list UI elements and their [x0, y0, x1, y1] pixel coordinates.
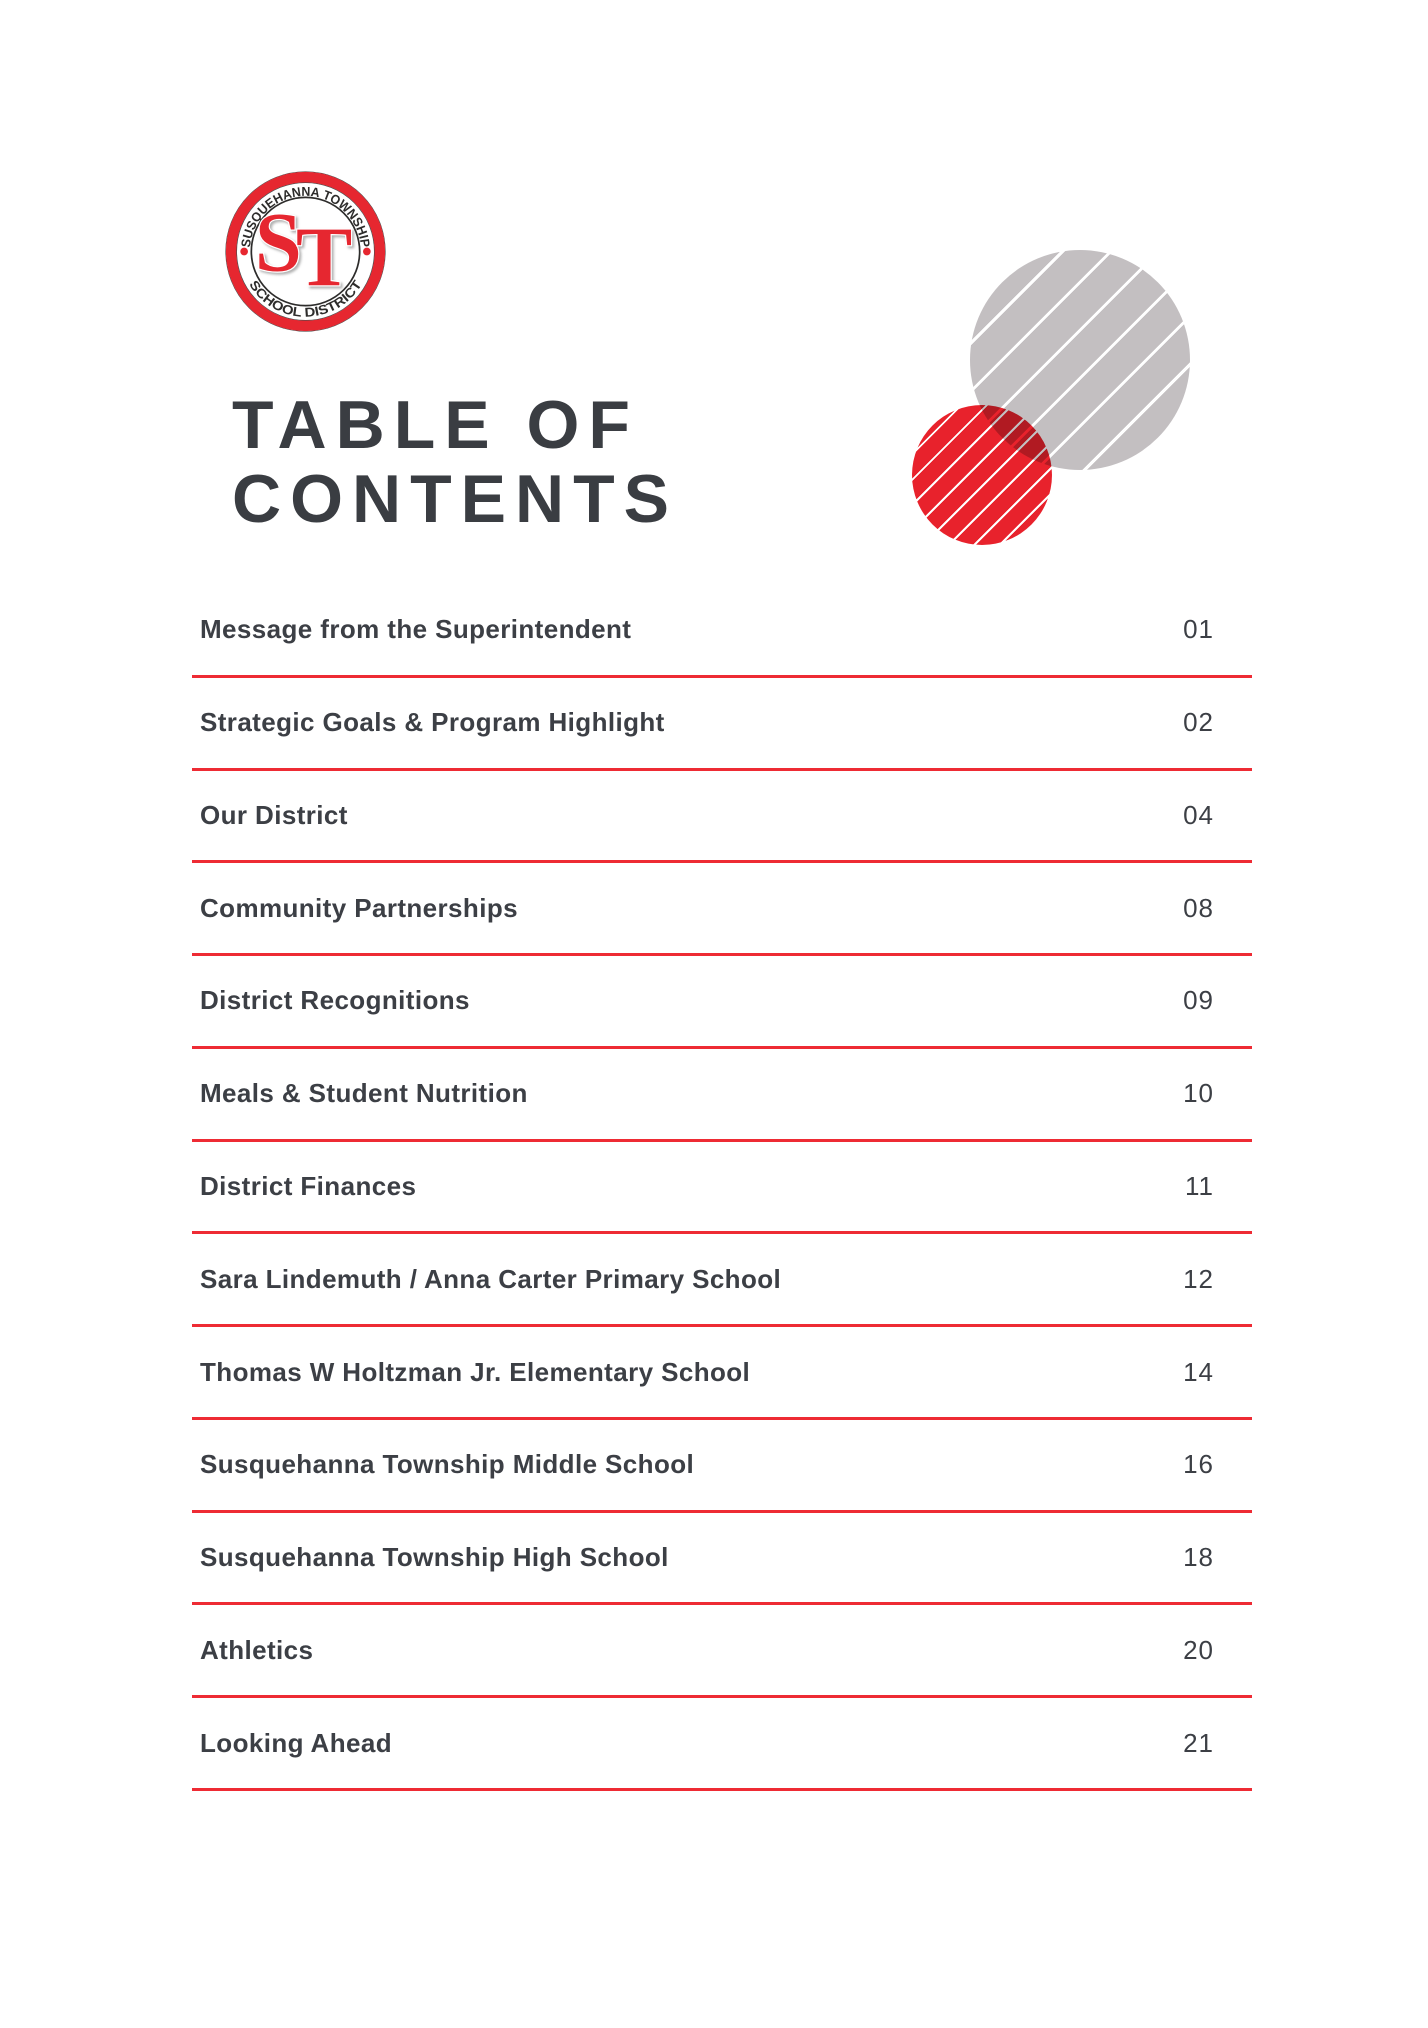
toc-row[interactable]: Community Partnerships 08	[192, 863, 1252, 957]
toc-item-page: 18	[1183, 1542, 1214, 1573]
toc-row[interactable]: Thomas W Holtzman Jr. Elementary School …	[192, 1327, 1252, 1420]
logo-inner-ring	[250, 196, 361, 307]
toc-item-label: District Recognitions	[200, 985, 470, 1016]
toc-row[interactable]: Our District 04	[192, 771, 1252, 864]
gray-striped-circle	[970, 250, 1190, 470]
toc-item-label: District Finances	[200, 1170, 417, 1201]
toc-item-label: Looking Ahead	[200, 1727, 393, 1758]
toc-item-page: 16	[1183, 1449, 1214, 1480]
toc-item-page: 20	[1183, 1634, 1214, 1665]
toc-item-label: Thomas W Holtzman Jr. Elementary School	[200, 1356, 751, 1387]
toc-item-page: 11	[1185, 1170, 1214, 1201]
toc-item-label: Susquehanna Township High School	[200, 1542, 669, 1573]
toc-item-page: 09	[1183, 985, 1214, 1016]
table-of-contents: Message from the Superintendent 01 Strat…	[192, 585, 1252, 1791]
toc-item-label: Meals & Student Nutrition	[200, 1078, 528, 1109]
toc-item-label: Strategic Goals & Program Highlight	[200, 707, 665, 738]
toc-row[interactable]: District Finances 11	[192, 1142, 1252, 1235]
toc-item-page: 12	[1183, 1263, 1214, 1294]
toc-row[interactable]: District Recognitions 09	[192, 956, 1252, 1049]
toc-item-page: 02	[1183, 707, 1214, 738]
page-title-line1: TABLE OF	[232, 387, 639, 463]
toc-item-page: 14	[1183, 1356, 1214, 1387]
logo-left-dot	[240, 247, 248, 256]
toc-item-label: Sara Lindemuth / Anna Carter Primary Sch…	[200, 1263, 782, 1294]
toc-item-label: Message from the Superintendent	[200, 614, 632, 645]
toc-item-label: Our District	[200, 799, 348, 830]
toc-item-page: 08	[1183, 892, 1214, 923]
logo-right-dot	[363, 247, 371, 256]
page-title: TABLE OF CONTENTS	[232, 388, 678, 536]
toc-item-label: Susquehanna Township Middle School	[200, 1449, 695, 1480]
logo-ring-inner-edge	[236, 182, 375, 321]
red-striped-circle	[912, 405, 1052, 545]
toc-item-label: Athletics	[200, 1634, 314, 1665]
toc-row[interactable]: Susquehanna Township High School 18	[192, 1513, 1252, 1606]
district-logo: SUSQUEHANNA TOWNSHIP SCHOOL DISTRICT ST	[224, 170, 387, 333]
toc-row[interactable]: Sara Lindemuth / Anna Carter Primary Sch…	[192, 1234, 1252, 1328]
toc-item-page: 01	[1183, 614, 1214, 645]
toc-item-page: 10	[1183, 1078, 1214, 1109]
page-title-line2: CONTENTS	[232, 461, 678, 537]
toc-row[interactable]: Message from the Superintendent 01	[192, 585, 1252, 678]
toc-row[interactable]: Meals & Student Nutrition 10	[192, 1049, 1252, 1142]
logo-monogram-t: T	[296, 211, 352, 304]
toc-item-label: Community Partnerships	[200, 892, 518, 923]
toc-row[interactable]: Looking Ahead 21	[192, 1698, 1252, 1791]
logo-red-ring	[225, 171, 386, 332]
toc-row[interactable]: Athletics 20	[192, 1605, 1252, 1699]
toc-row[interactable]: Susquehanna Township Middle School 16	[192, 1420, 1252, 1513]
toc-item-page: 21	[1183, 1727, 1214, 1758]
logo-monogram-s: S	[255, 197, 302, 290]
logo-monogram: ST	[255, 197, 352, 304]
district-logo-svg: SUSQUEHANNA TOWNSHIP SCHOOL DISTRICT ST	[225, 171, 386, 332]
toc-row[interactable]: Strategic Goals & Program Highlight 02	[192, 678, 1252, 771]
toc-item-page: 04	[1183, 799, 1214, 830]
